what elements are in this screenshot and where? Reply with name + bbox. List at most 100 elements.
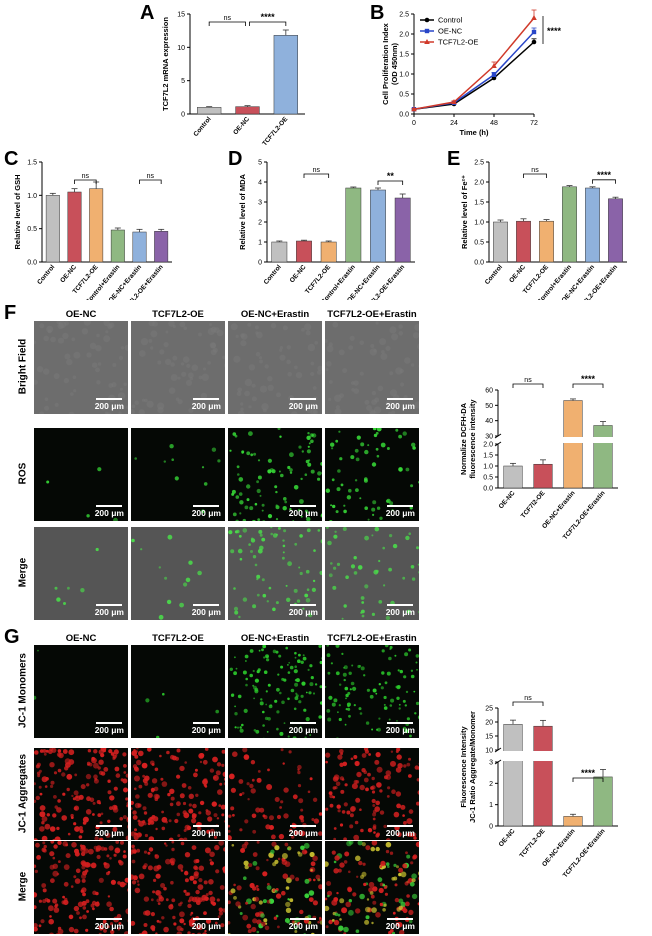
bar <box>321 242 336 262</box>
bar <box>539 221 553 262</box>
x-tick-label: 0 <box>412 120 416 127</box>
bar <box>534 464 553 488</box>
scale-bar-label: 200 μm <box>289 921 318 931</box>
column-header: TCF7L2-OE <box>130 309 226 320</box>
column-header: TCF7L2-OE <box>130 633 226 644</box>
y-tick-label: 20 <box>485 720 493 727</box>
scale-bar: 200 μm <box>95 722 124 735</box>
y-tick-label: 1.5 <box>399 52 409 59</box>
row-header: ROS <box>18 423 29 523</box>
scale-bar-label: 200 μm <box>192 508 221 518</box>
bar <box>296 241 311 262</box>
y-tick-label: 25 <box>485 706 493 713</box>
bar <box>46 195 59 262</box>
legend-marker <box>425 29 429 33</box>
y-tick-label: 0.5 <box>27 226 37 233</box>
significance-bracket <box>524 174 547 178</box>
micrograph-image: 200 μm <box>33 427 129 522</box>
bar <box>564 401 583 488</box>
y-tick-label: 2 <box>258 220 262 227</box>
bar <box>272 242 287 262</box>
x-tick-label: 72 <box>530 120 538 127</box>
bar <box>516 221 530 262</box>
scale-bar-label: 200 μm <box>95 401 124 411</box>
bar <box>585 188 599 262</box>
y-tick-label: 15 <box>485 734 493 741</box>
scale-bar: 200 μm <box>289 918 318 931</box>
y-tick-label: 1.0 <box>483 464 493 471</box>
micrograph-image: 200 μm <box>130 427 226 522</box>
bar <box>395 198 410 262</box>
bar <box>504 466 523 488</box>
scale-bar: 200 μm <box>386 604 415 617</box>
scale-bar: 200 μm <box>95 825 124 838</box>
data-point <box>531 15 537 20</box>
bar <box>370 190 385 262</box>
y-tick-label: 1 <box>489 802 493 809</box>
x-tick-label: TCF7L2-OE <box>261 115 290 145</box>
significance-label: ** <box>387 171 395 181</box>
scale-bar-label: 200 μm <box>95 508 124 518</box>
y-tick-label: 0 <box>489 824 493 831</box>
scale-bar-label: 200 μm <box>386 607 415 617</box>
significance-label: **** <box>261 12 276 22</box>
scale-bar: 200 μm <box>192 722 221 735</box>
panel-letter-f: F <box>4 302 16 325</box>
scale-bar: 200 μm <box>95 918 124 931</box>
significance-label: **** <box>581 374 596 384</box>
y-tick-label: 0.0 <box>483 486 493 493</box>
micrograph-image: 200 μm <box>324 644 420 739</box>
x-tick-label: OE-NC <box>232 116 251 137</box>
bar-break-gap <box>533 751 554 761</box>
x-tick-label: 48 <box>490 120 498 127</box>
scale-bar: 200 μm <box>192 918 221 931</box>
significance-bracket <box>209 22 245 26</box>
bar <box>594 777 613 826</box>
column-header: OE-NC <box>33 633 129 644</box>
micrograph-image: 200 μm <box>33 747 129 842</box>
y-axis-label: Relative level of MDA <box>238 173 247 249</box>
scale-bar: 200 μm <box>386 918 415 931</box>
x-tick-label: TCF7l2-OE <box>520 489 547 519</box>
micrograph-image: 200 μm <box>130 526 226 621</box>
micrograph-image: 200 μm <box>130 320 226 415</box>
y-tick-label: 1.0 <box>27 193 37 200</box>
y-tick-label: 3 <box>258 200 262 207</box>
x-tick-label: Control <box>484 264 504 286</box>
column-header: OE-NC+Erastin <box>227 309 323 320</box>
bar <box>608 199 622 262</box>
bar <box>594 425 613 488</box>
scale-bar-label: 200 μm <box>192 401 221 411</box>
y-tick-label: 2.0 <box>483 442 493 449</box>
y-axis-label: (OD 450nm) <box>390 42 399 85</box>
significance-bracket <box>140 180 162 184</box>
scale-bar: 200 μm <box>192 398 221 411</box>
legend-label: OE-NC <box>438 27 463 36</box>
y-tick-label: 30 <box>485 434 493 441</box>
micrograph-image: 200 μm <box>130 840 226 935</box>
y-axis-label: Fluorescence Intensity <box>459 726 468 808</box>
scale-bar-label: 200 μm <box>386 828 415 838</box>
legend-label: TCF7L2-OE <box>438 38 478 47</box>
significance-label: ns <box>313 167 321 174</box>
scale-bar-label: 200 μm <box>192 607 221 617</box>
bar <box>562 187 576 262</box>
significance-label: ns <box>224 15 232 22</box>
scale-bar: 200 μm <box>95 604 124 617</box>
micrograph-image: 200 μm <box>324 747 420 842</box>
row-header: Bright Field <box>18 316 29 416</box>
bar <box>154 231 167 262</box>
x-tick-label: OE-NC <box>498 828 517 849</box>
row-header: Merge <box>18 836 29 936</box>
x-tick-label: TCF7L2-OE <box>518 827 547 859</box>
micrograph-image: 200 μm <box>33 840 129 935</box>
data-point <box>532 30 536 34</box>
scale-bar: 200 μm <box>386 825 415 838</box>
scale-bar: 200 μm <box>192 825 221 838</box>
row-header: JC-1 Aggregates <box>18 743 29 843</box>
significance-label: **** <box>581 768 596 778</box>
y-tick-label: 10 <box>485 748 493 755</box>
y-tick-label: 3 <box>489 760 493 767</box>
